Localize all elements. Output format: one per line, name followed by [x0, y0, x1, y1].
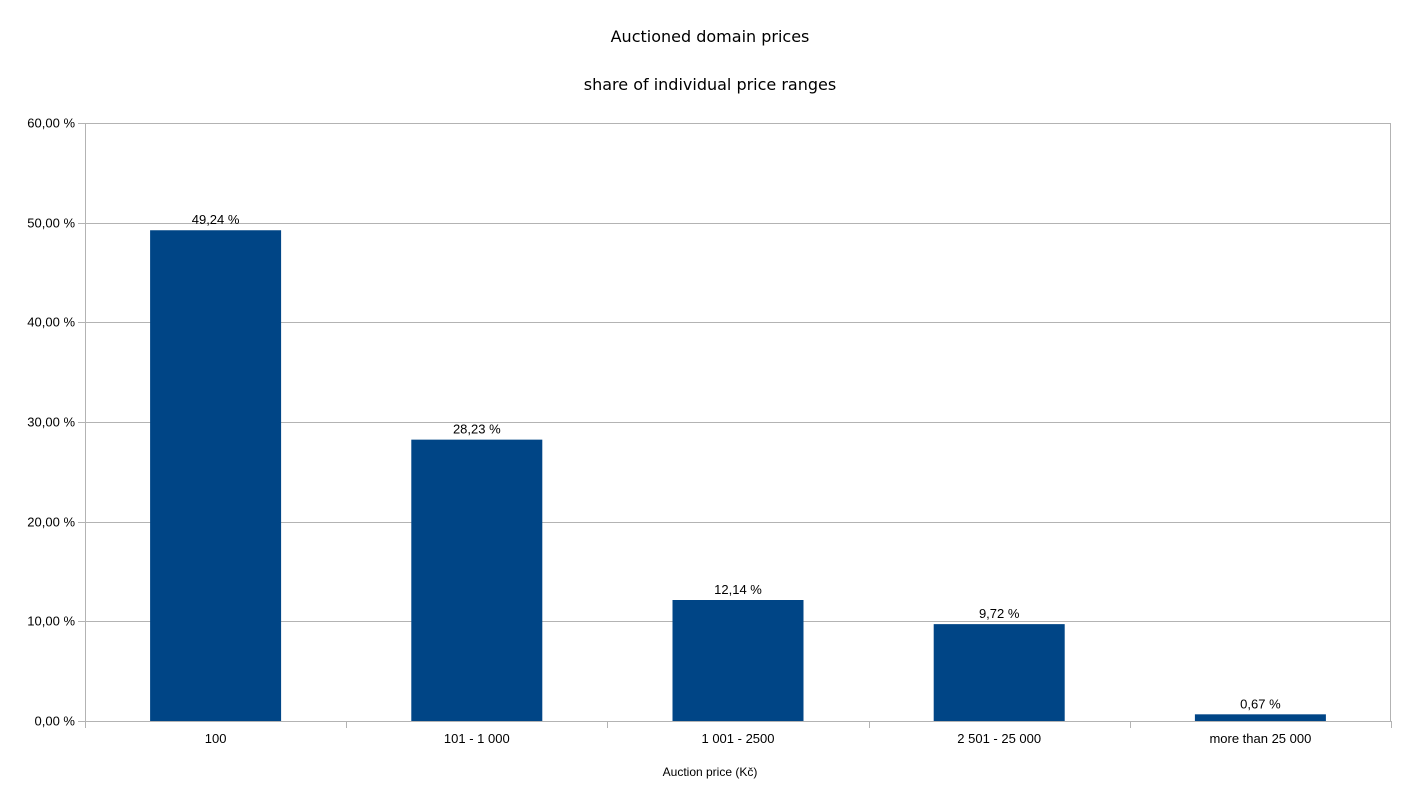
x-axis-title: Auction price (Kč)	[663, 765, 758, 779]
y-tick-label: 20,00 %	[27, 515, 75, 530]
y-tick-label: 10,00 %	[27, 614, 75, 629]
data-label: 9,72 %	[979, 606, 1020, 621]
bar	[411, 439, 543, 721]
data-labels: 49,24 % 28,23 % 12,14 % 9,72 % 0,67 %	[192, 212, 1281, 711]
x-tick-label: 101 - 1 000	[444, 731, 510, 746]
x-tick-label: 2 501 - 25 000	[957, 731, 1041, 746]
data-label: 28,23 %	[453, 422, 501, 437]
x-axis-ticks: 100 101 - 1 000 1 001 - 2500 2 501 - 25 000…	[85, 721, 1392, 746]
y-tick-label: 0,00 %	[35, 714, 76, 729]
plot-frame	[85, 123, 1391, 722]
data-label: 49,24 %	[192, 212, 240, 227]
bar	[1194, 714, 1326, 721]
x-tick-label: more than 25 000	[1209, 731, 1311, 746]
bar	[672, 600, 804, 721]
bar	[150, 230, 282, 721]
chart-title: Auctioned domain prices	[611, 27, 810, 46]
x-tick-label: 1 001 - 2500	[701, 731, 774, 746]
gridlines	[85, 123, 1391, 722]
chart-subtitle: share of individual price ranges	[584, 75, 836, 94]
y-tick-label: 40,00 %	[27, 315, 75, 330]
y-axis-ticks: 0,00 % 10,00 % 20,00 % 30,00 % 40,00 % 50,00 …	[27, 116, 85, 729]
data-label: 0,67 %	[1240, 696, 1281, 711]
x-tick-label: 100	[205, 731, 227, 746]
data-label: 12,14 %	[714, 582, 762, 597]
y-tick-label: 30,00 %	[27, 415, 75, 430]
y-tick-label: 60,00 %	[27, 116, 75, 131]
bar	[933, 624, 1065, 721]
bars	[150, 230, 1326, 721]
y-tick-label: 50,00 %	[27, 216, 75, 231]
